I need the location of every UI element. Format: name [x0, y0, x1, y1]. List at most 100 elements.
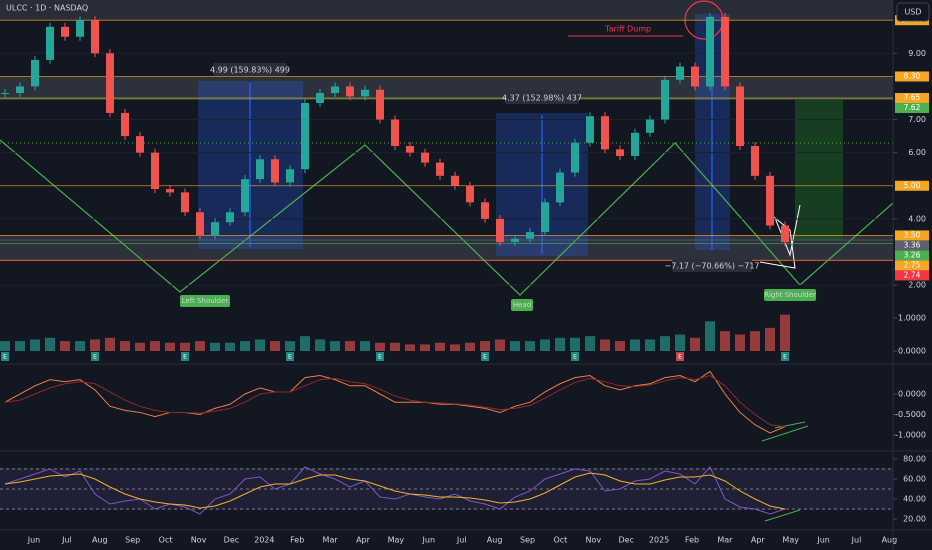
volume-bar: [390, 342, 400, 351]
indicator-line: [4, 370, 786, 434]
x-tick-label: Mar: [717, 536, 733, 545]
candle: [121, 112, 129, 137]
x-tick-label: Dec: [618, 536, 633, 545]
candle: [241, 179, 249, 213]
indicator-line: [4, 375, 786, 428]
volume-bar: [465, 342, 475, 351]
x-tick-label: Jul: [851, 536, 862, 545]
price-label: 3.26: [904, 250, 921, 259]
candle: [571, 142, 579, 173]
volume-bar: [660, 336, 670, 351]
measure-label: 4.37 (152.98%) 437: [502, 94, 582, 103]
candle: [181, 192, 189, 213]
candle: [31, 59, 39, 87]
earnings-marker: [781, 352, 789, 361]
y-tick-label: 7.00: [908, 115, 926, 124]
candle: [676, 66, 684, 80]
volume-bar: [675, 334, 685, 351]
volume-bar: [780, 314, 790, 351]
x-tick-label: Dec: [224, 536, 239, 545]
annotation: Tariff Dump: [604, 25, 651, 34]
currency-box[interactable]: [896, 2, 930, 22]
x-tick-label: Jul: [456, 536, 467, 545]
volume-bar: [570, 337, 580, 351]
candle: [76, 20, 84, 37]
zone: [0, 76, 893, 99]
x-tick-label: May: [388, 536, 405, 545]
pattern-drawing: [759, 204, 801, 269]
candle: [751, 146, 759, 176]
volume-bar: [690, 337, 700, 351]
y-tick-label: 0.0000: [898, 390, 926, 399]
candle: [91, 20, 99, 54]
earnings-marker: [376, 352, 384, 361]
price-label-box: [895, 180, 929, 191]
price-label: 8.30: [904, 71, 921, 80]
x-tick-label: Feb: [685, 536, 699, 545]
candle: [271, 159, 279, 183]
x-tick-label: Jul: [61, 536, 72, 545]
price-label-box: [895, 103, 929, 114]
price-label-box: [895, 71, 929, 82]
candle: [736, 86, 744, 147]
volume-bar: [255, 339, 265, 351]
candle: [586, 116, 594, 143]
candle: [61, 26, 69, 37]
volume-bar: [480, 341, 490, 351]
volume-bar: [240, 341, 250, 351]
candle: [406, 146, 414, 153]
label-box: [213, 63, 287, 76]
x-tick-label: Oct: [553, 536, 567, 545]
x-tick-label: Sep: [520, 536, 535, 545]
earnings-label: E: [288, 354, 292, 361]
volume-bar: [450, 344, 460, 351]
candle: [1, 93, 9, 95]
earnings-marker: [181, 352, 189, 361]
price-label-box: [895, 93, 929, 104]
candle: [601, 116, 609, 150]
currency[interactable]: USD: [904, 8, 921, 17]
price-label-box: [895, 270, 929, 281]
y-tick-label: 9.00: [908, 49, 926, 58]
earnings-label: E: [3, 354, 7, 361]
volume-bar: [60, 341, 70, 351]
volume-bar: [615, 341, 625, 351]
candle: [766, 175, 774, 226]
volume-bar: [195, 341, 205, 351]
candle: [376, 89, 384, 120]
candle: [16, 86, 24, 94]
indicator-line: [4, 472, 786, 510]
price-label: 5.00: [904, 181, 921, 190]
volume-bar: [0, 341, 10, 351]
divergence-line: [761, 425, 809, 442]
x-tick-label: Apr: [356, 536, 371, 545]
candle: [46, 26, 54, 60]
indicator-line: [4, 466, 786, 515]
price-label: 2.75: [904, 260, 921, 269]
candle: [286, 169, 294, 183]
candle: [421, 152, 429, 163]
candle: [721, 16, 729, 87]
y-tick-label: 60.00: [903, 475, 926, 484]
volume-bar: [735, 334, 745, 351]
volume-bar: [210, 342, 220, 351]
volume-bar: [630, 339, 640, 351]
y-tick-label: 80.00: [903, 455, 926, 464]
volume-bar: [540, 339, 550, 351]
x-tick-label: Jun: [27, 536, 41, 545]
volume-bar: [90, 339, 100, 351]
candle: [256, 159, 264, 180]
earnings-marker: [571, 352, 579, 361]
y-tick-label: 2.00: [908, 281, 926, 290]
x-tick-label: Aug: [882, 536, 898, 545]
pattern-label: Left Shoulder: [182, 297, 229, 305]
volume-bar: [285, 341, 295, 351]
x-tick-label: 2025: [649, 536, 669, 545]
volume-bar: [555, 337, 565, 351]
candle: [226, 212, 234, 223]
x-tick-label: Jun: [422, 536, 436, 545]
volume-bar: [600, 339, 610, 351]
x-tick-label: Jun: [816, 536, 830, 545]
volume-bar: [495, 339, 505, 351]
